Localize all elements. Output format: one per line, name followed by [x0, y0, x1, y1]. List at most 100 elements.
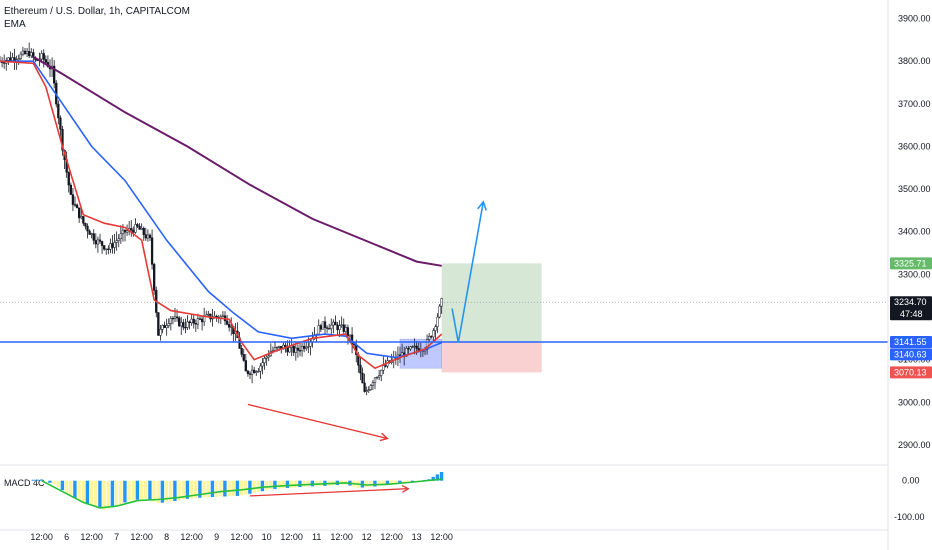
candle-body [146, 234, 150, 239]
candle-body [190, 318, 193, 324]
macd-histogram-bar [119, 480, 123, 505]
candle-body [300, 345, 304, 352]
y-tick-label: 3500.00 [898, 184, 931, 194]
candle-body [317, 325, 320, 335]
macd-histogram-bar [123, 480, 127, 503]
macd-histogram-bar [102, 480, 106, 510]
candle-body [40, 53, 43, 60]
macd-divergence-line [249, 488, 409, 497]
candle-body [186, 321, 189, 328]
candle-body [94, 240, 97, 245]
candle-body [319, 325, 322, 330]
macd-histogram-bar [377, 480, 381, 486]
candle-body [75, 204, 79, 209]
macd-histogram-bar [210, 480, 215, 497]
candle-body [178, 317, 181, 327]
macd-histogram-bar [48, 480, 52, 483]
x-tick-label: 11 [312, 532, 321, 542]
candle-body [109, 243, 112, 250]
macd-histogram-bar [389, 480, 394, 485]
candle-body [405, 348, 408, 357]
candle-body [71, 194, 75, 205]
macd-histogram-bar [35, 479, 40, 481]
candle-body [288, 347, 291, 353]
macd-histogram-bar [398, 480, 402, 484]
macd-histogram-bar [94, 480, 98, 507]
candle-body [57, 103, 60, 119]
macd-histogram-bar [385, 480, 390, 485]
candle-body [332, 321, 335, 326]
candle-body [430, 336, 433, 338]
macd-histogram-bar [148, 480, 152, 501]
macd-histogram-bar [127, 480, 131, 501]
candle-body [438, 305, 441, 318]
candle-body [28, 51, 31, 57]
candle-body [273, 347, 277, 351]
macd-histogram-bar [64, 480, 69, 494]
candle-body [221, 315, 225, 317]
price-tag-label: 3141.55 [894, 337, 927, 347]
ema-indicator-label: EMA [4, 19, 26, 30]
candle-body [305, 346, 308, 349]
price-tag-label: 3234.70 [894, 297, 927, 307]
macd-histogram-bar [431, 476, 435, 481]
candle-body [84, 223, 87, 227]
candle-body [294, 347, 297, 353]
candle-body [119, 233, 122, 240]
candle-body [296, 347, 300, 351]
candle-body [194, 323, 197, 325]
macd-histogram-bar [231, 480, 235, 497]
candle-body [3, 62, 6, 64]
macd-histogram-bar [281, 480, 285, 489]
macd-histogram-bar [277, 480, 281, 489]
candle-body [78, 207, 81, 219]
macd-low-label: -100.00 [894, 512, 925, 522]
macd-histogram-bar [364, 480, 369, 488]
macd-histogram-bar [248, 480, 252, 494]
macd-histogram-bar [152, 480, 156, 502]
macd-histogram-bar [410, 480, 415, 482]
candle-body [19, 53, 22, 59]
candle-body [88, 230, 91, 235]
candle-body [92, 233, 95, 241]
price-tag-label: 3070.13 [894, 367, 927, 377]
candle-body [344, 327, 347, 332]
macd-histogram-bar [252, 480, 256, 494]
candle-body [17, 58, 20, 61]
candle-body [82, 216, 85, 224]
x-tick-label: 12:00 [280, 532, 303, 542]
candle-body [242, 354, 245, 361]
macd-histogram-bar [169, 480, 173, 502]
x-tick-label: 12:00 [130, 532, 153, 542]
macd-histogram-bar [173, 480, 177, 501]
candle-body [86, 225, 89, 232]
macd-histogram-bar [406, 480, 410, 483]
candle-body [434, 326, 437, 331]
candle-body [363, 382, 366, 392]
ema-mid-line [0, 60, 443, 359]
y-tick-label: 3400.00 [898, 227, 931, 237]
candle-body [321, 321, 325, 330]
candle-body [113, 242, 116, 248]
macd-histogram-bar [31, 479, 35, 481]
countdown-label: 47:48 [900, 309, 923, 319]
ema-slow-line [32, 56, 442, 267]
candle-body [436, 316, 439, 327]
candle-body [340, 324, 343, 326]
x-tick-label: 6 [64, 532, 69, 542]
macd-histogram-bar [185, 480, 190, 499]
macd-histogram-bar [269, 480, 273, 490]
macd-histogram-bar [114, 480, 119, 507]
candle-body [123, 229, 127, 233]
macd-histogram-bar [219, 480, 223, 497]
candle-body [148, 234, 152, 238]
macd-histogram-bar [302, 480, 306, 487]
candle-body [192, 318, 195, 324]
candle-body [375, 376, 379, 379]
candle-body [73, 204, 77, 206]
macd-histogram-bar [202, 480, 206, 498]
macd-histogram-bar [110, 480, 115, 508]
macd-histogram-bar [177, 480, 181, 501]
